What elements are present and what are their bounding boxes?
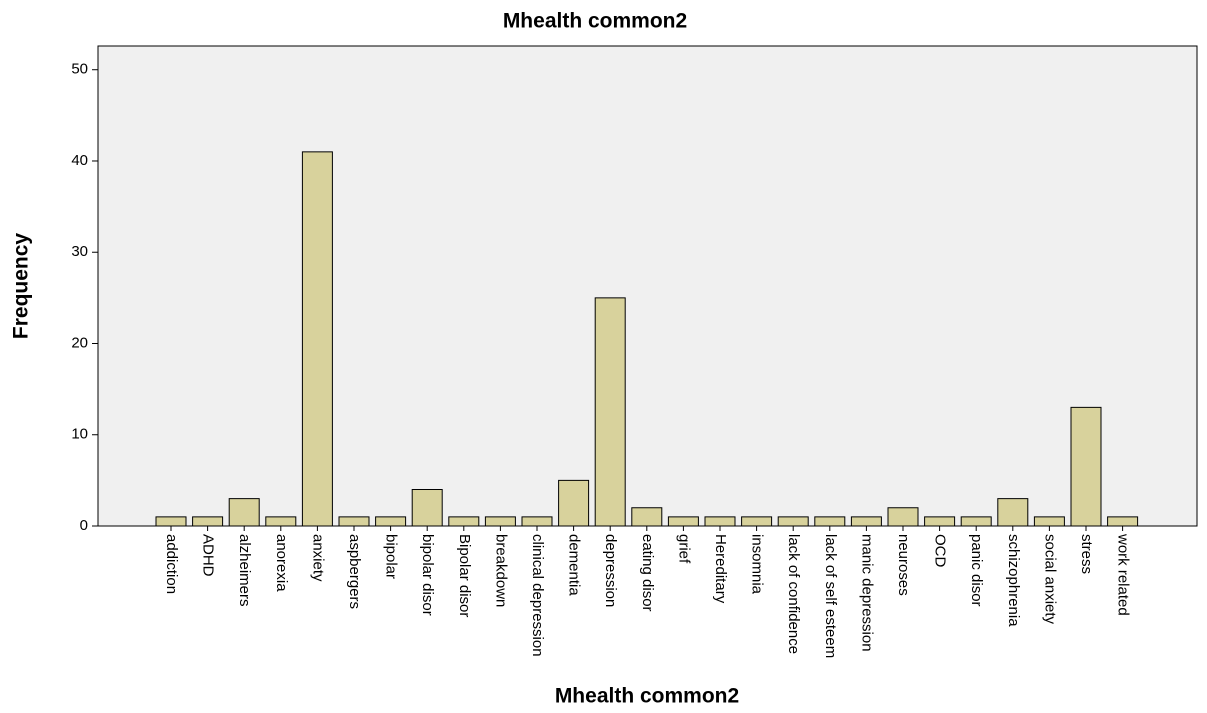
bar <box>1070 406 1102 527</box>
x-tick-label: work related <box>1115 533 1132 616</box>
bar <box>448 516 480 527</box>
y-tick-label: 40 <box>71 152 88 169</box>
x-tick-label: clinical depression <box>529 534 546 657</box>
x-tick-label: Bipolar disor <box>456 534 473 617</box>
x-tick-label: breakdown <box>492 534 509 607</box>
bar <box>192 516 224 527</box>
x-tick-label: anxiety <box>309 534 326 582</box>
x-tick-label: stress <box>1078 534 1095 574</box>
x-tick-label: bipolar <box>383 534 400 579</box>
bar <box>741 516 773 527</box>
x-tick-label: anorexia <box>273 534 290 592</box>
y-tick-label: 0 <box>80 517 88 534</box>
bar <box>301 151 333 527</box>
x-tick-label: lack of confidence <box>785 534 802 654</box>
y-tick-label: 50 <box>71 61 88 78</box>
bar <box>338 516 370 527</box>
bar <box>411 488 443 527</box>
y-tick-label: 30 <box>71 243 88 260</box>
x-tick-label: dementia <box>566 534 583 596</box>
x-tick-label: ADHD <box>200 534 217 577</box>
x-tick-label: depression <box>602 534 619 607</box>
bar <box>228 498 260 527</box>
x-tick-label: OCD <box>932 534 949 568</box>
x-tick-label: neuroses <box>895 534 912 596</box>
bar <box>155 516 187 527</box>
x-tick-label: schizophrenia <box>1005 534 1022 627</box>
x-tick-label: aspbergers <box>346 534 363 609</box>
bar <box>265 516 297 527</box>
x-tick-label: addiction <box>163 534 180 594</box>
bar <box>960 516 992 527</box>
bar <box>594 297 626 527</box>
bar <box>1033 516 1065 527</box>
bar <box>777 516 809 527</box>
chart-title: Mhealth common2 <box>503 10 687 33</box>
y-tick-label: 20 <box>71 334 88 351</box>
x-tick-label: lack of self esteem <box>822 534 839 658</box>
bar <box>997 498 1029 527</box>
bar <box>521 516 553 527</box>
x-tick-label: eating disor <box>639 534 656 612</box>
x-tick-label: manic depression <box>858 534 875 652</box>
bar <box>375 516 407 527</box>
bar <box>887 507 919 527</box>
x-tick-label: grief <box>675 534 692 564</box>
bar <box>484 516 516 527</box>
x-tick-label: social anxiety <box>1041 534 1058 625</box>
plot-area <box>97 45 1198 527</box>
y-axis-title: Frequency <box>10 233 33 340</box>
bar <box>704 516 736 527</box>
bar <box>814 516 846 527</box>
bar <box>667 516 699 527</box>
bar <box>631 507 663 527</box>
x-tick-label: Hereditary <box>712 534 729 604</box>
bar <box>850 516 882 527</box>
x-tick-label: alzheimers <box>236 534 253 607</box>
x-axis-title: Mhealth common2 <box>555 685 739 708</box>
bar <box>558 479 590 527</box>
y-tick-label: 10 <box>71 426 88 443</box>
bar <box>924 516 956 527</box>
x-tick-label: bipolar disor <box>419 534 436 616</box>
x-tick-label: panic disor <box>968 534 985 607</box>
x-tick-label: insomnia <box>749 534 766 595</box>
bar <box>1107 516 1139 527</box>
